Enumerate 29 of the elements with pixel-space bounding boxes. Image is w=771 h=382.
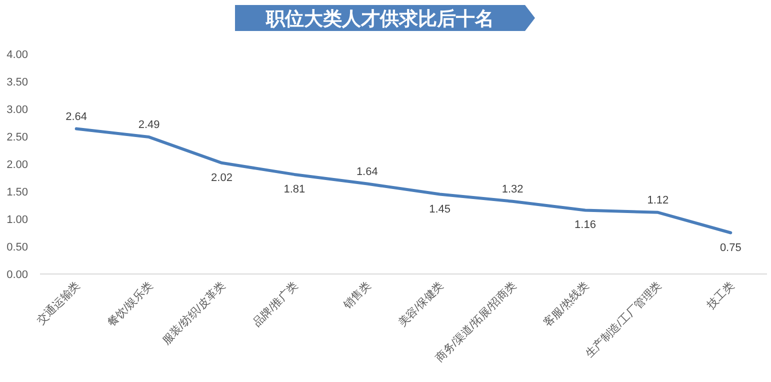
y-tick-label: 0.00 — [6, 269, 28, 281]
x-tick-label: 客服/热线类 — [541, 278, 592, 330]
data-label: 1.81 — [284, 183, 306, 196]
y-tick-label: 3.00 — [6, 104, 28, 116]
line-series — [74, 127, 732, 234]
x-tick-label: 服装/纺织/皮革类 — [160, 278, 228, 347]
data-label: 2.64 — [66, 110, 88, 123]
x-tick-label: 销售类 — [340, 278, 374, 312]
y-tick-label: 3.50 — [6, 76, 28, 88]
x-tick-label: 品牌/推广类 — [250, 278, 301, 330]
y-tick-label: 2.00 — [6, 159, 28, 171]
data-label: 1.32 — [502, 183, 524, 196]
data-label: 1.45 — [429, 203, 451, 216]
data-label: 0.75 — [720, 242, 742, 254]
data-label: 2.02 — [211, 172, 232, 184]
y-tick-label: 4.00 — [6, 49, 28, 61]
x-tick-label: 技工类 — [704, 278, 737, 312]
y-tick-label: 1.50 — [6, 186, 28, 198]
x-tick-label: 餐饮/娱乐类 — [104, 278, 156, 330]
data-label: 1.12 — [647, 194, 669, 206]
data-label: 1.16 — [574, 219, 596, 232]
y-tick-label: 0.50 — [6, 242, 28, 254]
x-tick-label: 美容/保健类 — [396, 278, 446, 330]
y-tick-label: 1.00 — [6, 214, 28, 226]
chart-title: 职位大类人才供求比后十名 — [265, 8, 494, 30]
data-label: 1.64 — [356, 166, 378, 178]
y-tick-label: 2.50 — [6, 132, 28, 144]
data-label: 2.49 — [138, 119, 160, 132]
x-tick-label: 交通运输类 — [34, 278, 82, 328]
